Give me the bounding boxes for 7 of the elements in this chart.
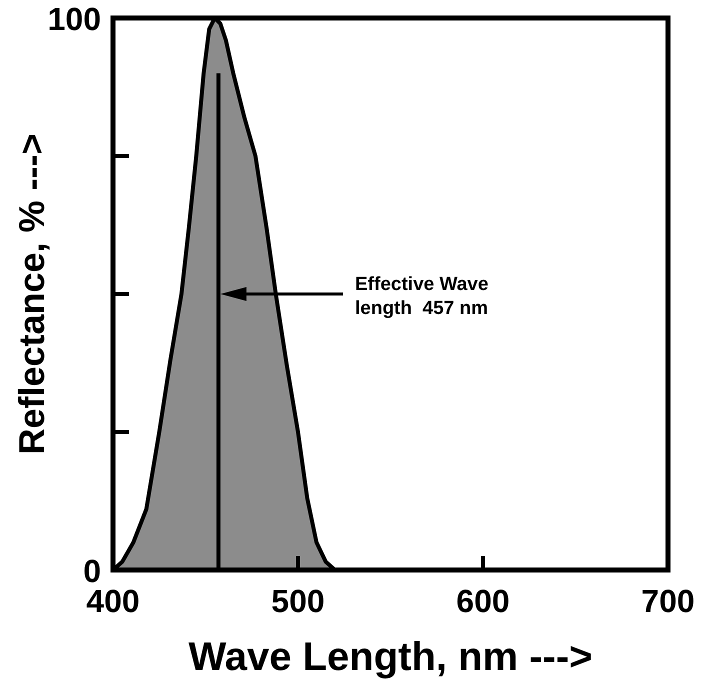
x-tick-label: 600 xyxy=(456,583,510,619)
y-axis-title: Reflectance, % ---> xyxy=(11,133,52,455)
annotation: Effective Wave length 457 nm xyxy=(355,274,488,319)
x-tick-label: 500 xyxy=(271,583,325,619)
y-tick-label: 100 xyxy=(48,1,101,37)
x-axis-title: Wave Length, nm ---> xyxy=(188,635,593,679)
x-tick-label: 700 xyxy=(641,583,695,619)
